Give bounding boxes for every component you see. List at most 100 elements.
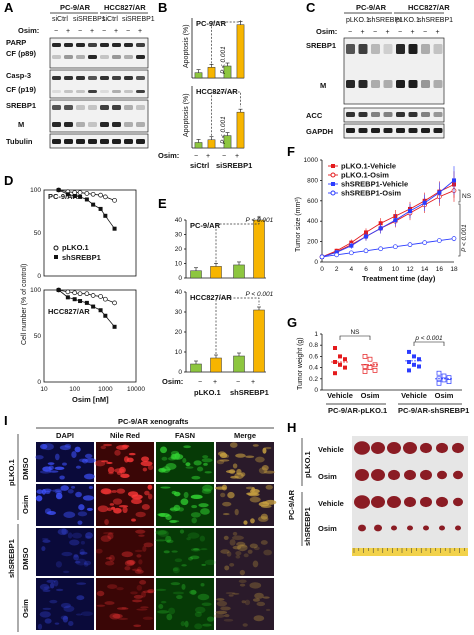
band [64,90,73,93]
tumor [452,442,464,454]
image-texture [116,607,129,610]
image-texture [61,528,67,535]
tumor [355,469,369,481]
image-texture [232,535,244,540]
data-point [349,243,354,248]
band [100,43,109,47]
tumor [423,525,429,531]
x-tick-label: 0 [320,266,324,273]
x-tick-label: 10 [40,386,48,393]
image-texture [54,466,65,470]
bar [210,266,222,279]
image-texture [42,466,52,472]
image-texture [260,513,268,520]
y-tick-label: 200 [307,239,318,246]
data-point [367,365,373,370]
image-texture [112,613,123,619]
image-texture [141,504,150,510]
bar [236,111,245,149]
image-texture [190,548,201,552]
panel-b-group-1: siCtrl [190,161,209,170]
panel-c-group-3: pLKO.1 [396,17,420,24]
image-texture [106,461,113,464]
tumor [407,525,413,531]
image-texture [225,470,236,474]
image-texture [107,507,113,512]
image-texture [57,528,69,536]
x-category-label: Osim [361,391,380,400]
data-point [90,191,96,197]
image-texture [239,569,245,576]
image-texture [190,555,200,560]
data-point [72,290,78,296]
image-texture [147,464,154,471]
p-value: P < 0.001 [220,116,227,144]
blot-tubulin [49,133,149,149]
image-texture [78,458,87,462]
image-texture [172,567,179,572]
image-texture [239,583,246,587]
panel-a-group-1: siCtrl [52,16,68,23]
panel-a-cell-line-1: PC-9/AR [60,3,91,12]
image-texture [174,558,183,563]
image-texture [166,539,174,544]
image-texture [190,494,203,500]
bar [194,142,203,149]
image-texture [111,490,117,493]
image-texture [247,492,260,497]
data-point [98,206,103,211]
image-texture [204,471,212,474]
panel-e-group-2: shSREBP1 [230,388,269,397]
image-texture [176,594,183,600]
panel-b-sign-1: − [194,153,198,160]
band [76,90,85,93]
image-texture [135,511,146,518]
image-texture [216,459,225,465]
image-texture [83,562,89,567]
osim-sign: + [436,29,440,36]
image-texture [220,492,226,498]
image-texture [249,496,261,503]
data-point [112,226,117,231]
data-point [77,190,83,195]
image-texture [126,559,136,565]
band [64,105,73,110]
p-value: P < 0.001 [461,224,468,252]
bar [253,309,265,373]
image-texture [59,445,71,451]
image-texture [51,489,62,493]
image-texture [67,489,74,494]
image-texture [188,556,193,561]
image-texture [86,507,93,512]
bar [207,139,216,149]
image-texture [79,551,88,555]
osim-sign: + [138,28,142,35]
image-texture [141,456,150,462]
x-category-label: Osim [435,391,454,400]
image-texture [254,592,264,599]
image-texture [37,623,43,630]
osim-sign: − [54,28,58,35]
image-texture [140,606,149,609]
data-point [422,240,428,245]
y-tick-label: 10 [175,349,183,356]
panel-c-cell-line-1: PC-9/AR [356,3,387,12]
osim-sign: − [423,29,427,36]
band [358,128,368,133]
data-point [372,368,378,373]
data-point [437,190,442,195]
bar [190,363,202,373]
panel-a-group-4: siSREBP1 [122,16,155,23]
band [112,76,121,80]
image-texture [169,507,179,512]
image-texture [147,484,153,490]
image-texture [100,535,112,542]
osim-sign: + [114,28,118,35]
data-point [407,349,411,354]
image-texture [235,554,241,559]
p-value: p < 0.001 [414,335,443,342]
data-point [84,300,89,305]
panel-i-row-3: DMSO [21,547,30,570]
y-axis-label: Apoptosis (%) [183,24,190,68]
panel-b-osim-label: Osim: [158,151,179,160]
